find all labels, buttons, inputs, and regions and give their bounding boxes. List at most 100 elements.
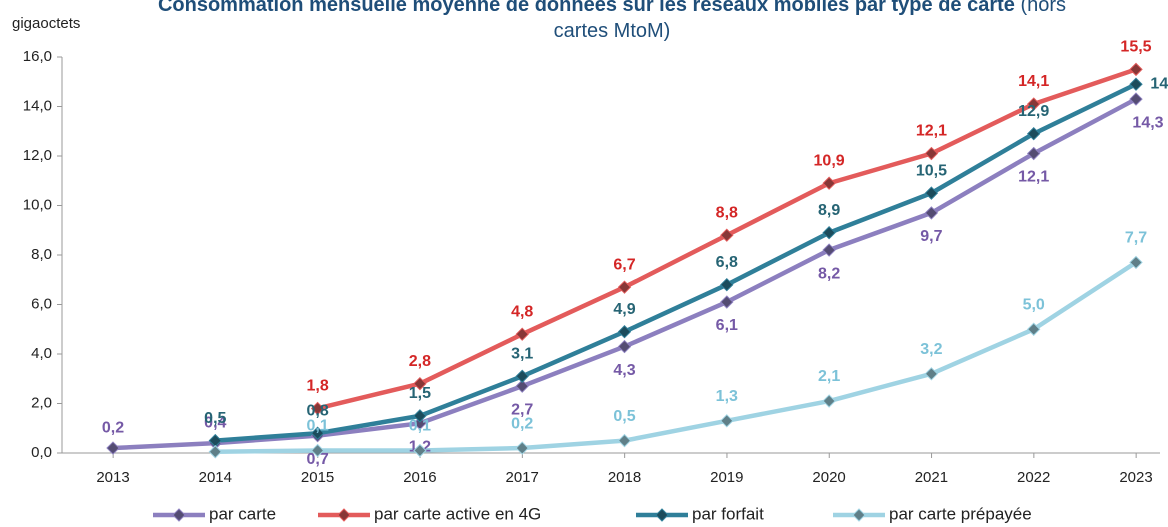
value-label: 12,9 bbox=[1018, 103, 1049, 120]
data-point bbox=[310, 426, 325, 440]
value-label: 6,7 bbox=[613, 256, 635, 273]
y-tick-label: 8,0 bbox=[31, 246, 52, 263]
x-tick-label: 2022 bbox=[1017, 469, 1050, 486]
y-tick-label: 4,0 bbox=[31, 345, 52, 362]
x-tick-label: 2018 bbox=[608, 469, 641, 486]
data-point bbox=[924, 206, 939, 220]
value-label: 0,4 bbox=[204, 414, 226, 431]
value-label: 14,3 bbox=[1132, 114, 1163, 131]
legend-marker bbox=[337, 508, 351, 522]
data-point bbox=[208, 445, 223, 459]
value-label: 9,7 bbox=[920, 228, 942, 245]
value-label: 2,1 bbox=[818, 368, 840, 385]
value-label: 14,1 bbox=[1018, 73, 1049, 90]
series-line bbox=[215, 260, 1138, 455]
data-point bbox=[720, 295, 734, 309]
value-label: 10,5 bbox=[916, 162, 947, 179]
value-label: 6,8 bbox=[716, 254, 738, 271]
value-label: 4,8 bbox=[511, 303, 533, 320]
value-label: 12,1 bbox=[1018, 169, 1049, 186]
data-point bbox=[617, 433, 632, 448]
x-tick-label: 2020 bbox=[812, 469, 845, 486]
data-point bbox=[1026, 97, 1041, 111]
y-tick-label: 6,0 bbox=[31, 295, 52, 312]
legend-label: par carte active en 4G bbox=[374, 504, 541, 523]
y-tick-label: 2,0 bbox=[31, 394, 52, 411]
legend-label: par carte prépayée bbox=[889, 504, 1032, 523]
data-point bbox=[413, 416, 427, 431]
legend-marker bbox=[655, 508, 669, 522]
data-point bbox=[1129, 255, 1143, 270]
data-point bbox=[515, 379, 529, 393]
data-point bbox=[617, 339, 632, 354]
value-label: 6,1 bbox=[716, 317, 738, 334]
data-point bbox=[515, 369, 529, 383]
data-point bbox=[413, 376, 427, 391]
legend-marker bbox=[852, 508, 866, 522]
value-label: 12,1 bbox=[916, 123, 947, 140]
data-point bbox=[617, 280, 632, 294]
value-label: 1,5 bbox=[409, 385, 431, 402]
value-label: 14,9 bbox=[1150, 75, 1168, 92]
value-label: 3,2 bbox=[920, 341, 942, 358]
value-label: 0,2 bbox=[102, 419, 124, 436]
data-point bbox=[924, 367, 939, 381]
chart-title-block: Consommation mensuelle moyenne de donnée… bbox=[132, 0, 1092, 44]
data-point bbox=[310, 443, 325, 458]
value-label: 0,5 bbox=[204, 410, 226, 427]
data-point bbox=[822, 243, 836, 257]
data-point bbox=[1026, 127, 1041, 141]
value-label: 5,0 bbox=[1023, 296, 1045, 313]
value-label: 8,2 bbox=[818, 265, 840, 282]
y-axis-label: gigaoctets bbox=[12, 15, 80, 32]
data-point bbox=[720, 277, 734, 292]
y-tick-label: 0,0 bbox=[31, 444, 52, 461]
value-label: 7,7 bbox=[1125, 230, 1147, 247]
data-point bbox=[413, 443, 427, 458]
legend-label: par carte bbox=[209, 504, 276, 523]
data-point bbox=[822, 394, 836, 408]
value-label: 0,1 bbox=[409, 418, 431, 435]
value-label: 0,7 bbox=[306, 451, 328, 468]
value-label: 1,8 bbox=[306, 378, 328, 395]
value-label: 0,8 bbox=[306, 402, 328, 419]
data-point bbox=[1026, 146, 1041, 161]
value-label: 2,8 bbox=[409, 353, 431, 370]
x-tick-label: 2019 bbox=[710, 469, 743, 486]
data-point bbox=[924, 146, 939, 161]
value-label: 10,9 bbox=[814, 152, 845, 169]
legend-label: par forfait bbox=[692, 504, 764, 523]
x-tick-label: 2023 bbox=[1119, 469, 1152, 486]
data-point bbox=[515, 441, 529, 455]
data-point bbox=[924, 186, 939, 200]
value-label: 4,3 bbox=[613, 362, 635, 379]
x-tick-label: 2017 bbox=[506, 469, 539, 486]
x-tick-label: 2014 bbox=[199, 469, 232, 486]
value-label: 4,9 bbox=[613, 301, 635, 318]
x-tick-label: 2016 bbox=[403, 469, 436, 486]
data-point bbox=[310, 401, 325, 416]
data-point bbox=[720, 228, 734, 242]
data-point bbox=[1026, 322, 1041, 336]
data-point bbox=[515, 327, 529, 341]
chart-subtitle: (hors cartes MtoM) bbox=[553, 0, 1067, 42]
value-label: 1,3 bbox=[716, 388, 738, 405]
value-label: 0,1 bbox=[306, 418, 328, 435]
data-point bbox=[822, 176, 836, 190]
value-label: 15,5 bbox=[1120, 39, 1151, 56]
y-tick-label: 16,0 bbox=[23, 48, 52, 65]
value-label: 0,2 bbox=[511, 415, 533, 432]
x-tick-label: 2021 bbox=[915, 469, 948, 486]
value-label: 8,9 bbox=[818, 202, 840, 219]
value-label: 0,5 bbox=[613, 408, 635, 425]
y-tick-label: 10,0 bbox=[23, 196, 52, 213]
y-tick-label: 14,0 bbox=[23, 97, 52, 114]
data-point bbox=[1129, 62, 1143, 77]
series-line bbox=[215, 82, 1137, 443]
data-point bbox=[822, 226, 836, 240]
value-label: 3,1 bbox=[511, 345, 533, 362]
data-point bbox=[1129, 77, 1143, 91]
legend-marker bbox=[172, 508, 186, 522]
